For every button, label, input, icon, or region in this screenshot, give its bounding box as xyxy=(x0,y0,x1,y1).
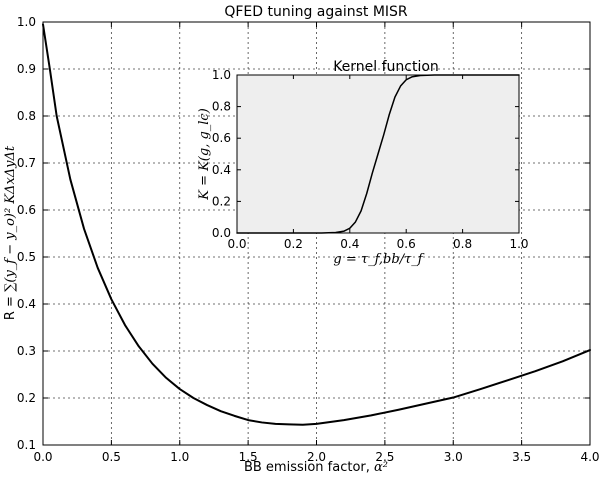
inset-y-tick-label: 1.0 xyxy=(212,68,231,82)
main-x-tick-label: 0.5 xyxy=(102,450,121,464)
main-y-tick-label: 0.9 xyxy=(17,62,36,76)
main-y-tick-label: 0.4 xyxy=(17,297,36,311)
inset-x-tick-label: 0.0 xyxy=(227,237,246,251)
main-x-tick-label: 3.5 xyxy=(512,450,531,464)
inset-series-layer xyxy=(236,74,520,234)
inset-x-axis-label: g = τ_f,bb/τ_f xyxy=(333,252,424,267)
inset-plot-frame xyxy=(236,74,520,234)
main-x-tick-label: 2.5 xyxy=(375,450,394,464)
main-y-tick-label: 0.2 xyxy=(17,391,36,405)
inset-ticks xyxy=(236,74,520,234)
inset-x-tick-label: 0.6 xyxy=(397,237,416,251)
inset-title: Kernel function xyxy=(333,59,439,75)
main-x-tick-label: 1.5 xyxy=(239,450,258,464)
main-y-tick-label: 1.0 xyxy=(17,15,36,29)
main-x-tick-label: 3.0 xyxy=(444,450,463,464)
main-tick-labels: 0.0 0.5 1.0 1.5 2.0 2.5 3.0 3.5 4.00.10.20.30.40… xyxy=(17,15,600,464)
inset-plot: 0.0 0.2 0.4 0.6 0.8 1.0 0.0 0.2 0.4 0.6 0.8 1.0 xyxy=(212,68,529,251)
inset-x-tick-label: 1.0 xyxy=(509,237,528,251)
inset-x-tick-label: 0.2 xyxy=(284,237,303,251)
main-y-tick-label: 0.7 xyxy=(17,156,36,170)
main-x-tick-label: 1.0 xyxy=(170,450,189,464)
inset-x-tick-label: 0.8 xyxy=(453,237,472,251)
main-x-tick-label: 4.0 xyxy=(580,450,599,464)
main-y-tick-label: 0.8 xyxy=(17,109,36,123)
main-x-tick-label: 2.0 xyxy=(307,450,326,464)
inset-y-tick-label: 0.8 xyxy=(212,100,231,114)
main-y-tick-label: 0.3 xyxy=(17,344,36,358)
x-axis-label-math: α² xyxy=(374,460,388,475)
main-y-tick-label: 0.1 xyxy=(17,438,36,452)
main-series-layer xyxy=(42,23,591,426)
inset-y-axis-label: K = K(g, g_lc) xyxy=(197,108,212,201)
main-ticks xyxy=(42,21,591,446)
inset-y-tick-label: 0.4 xyxy=(212,163,231,177)
main-series-line-0 xyxy=(42,23,591,426)
inset-y-tick-label: 0.2 xyxy=(212,194,231,208)
main-y-tick-label: 0.5 xyxy=(17,250,36,264)
chart-title: QFED tuning against MISR xyxy=(224,4,408,20)
y-axis-label-text: R = xyxy=(3,292,18,320)
inset-series-line-0 xyxy=(236,74,520,234)
main-y-tick-label: 0.6 xyxy=(17,203,36,217)
inset-x-tick-label: 0.4 xyxy=(340,237,359,251)
x-axis-label-text: BB emission factor, xyxy=(244,460,374,475)
y-axis-label: R = ∑(y_f − y_o)² KΔxΔyΔt xyxy=(3,145,18,320)
inset-tick-labels: 0.0 0.2 0.4 0.6 0.8 1.0 0.0 0.2 0.4 0.6 0.8 1.0 xyxy=(212,68,529,251)
x-axis-label: BB emission factor, α² xyxy=(244,460,388,475)
y-axis-label-math: ∑(y_f − y_o)² KΔxΔyΔt xyxy=(3,145,18,292)
inset-y-tick-label: 0.6 xyxy=(212,131,231,145)
main-x-tick-label: 0.0 xyxy=(33,450,52,464)
inset-y-tick-label: 0.0 xyxy=(212,226,231,240)
